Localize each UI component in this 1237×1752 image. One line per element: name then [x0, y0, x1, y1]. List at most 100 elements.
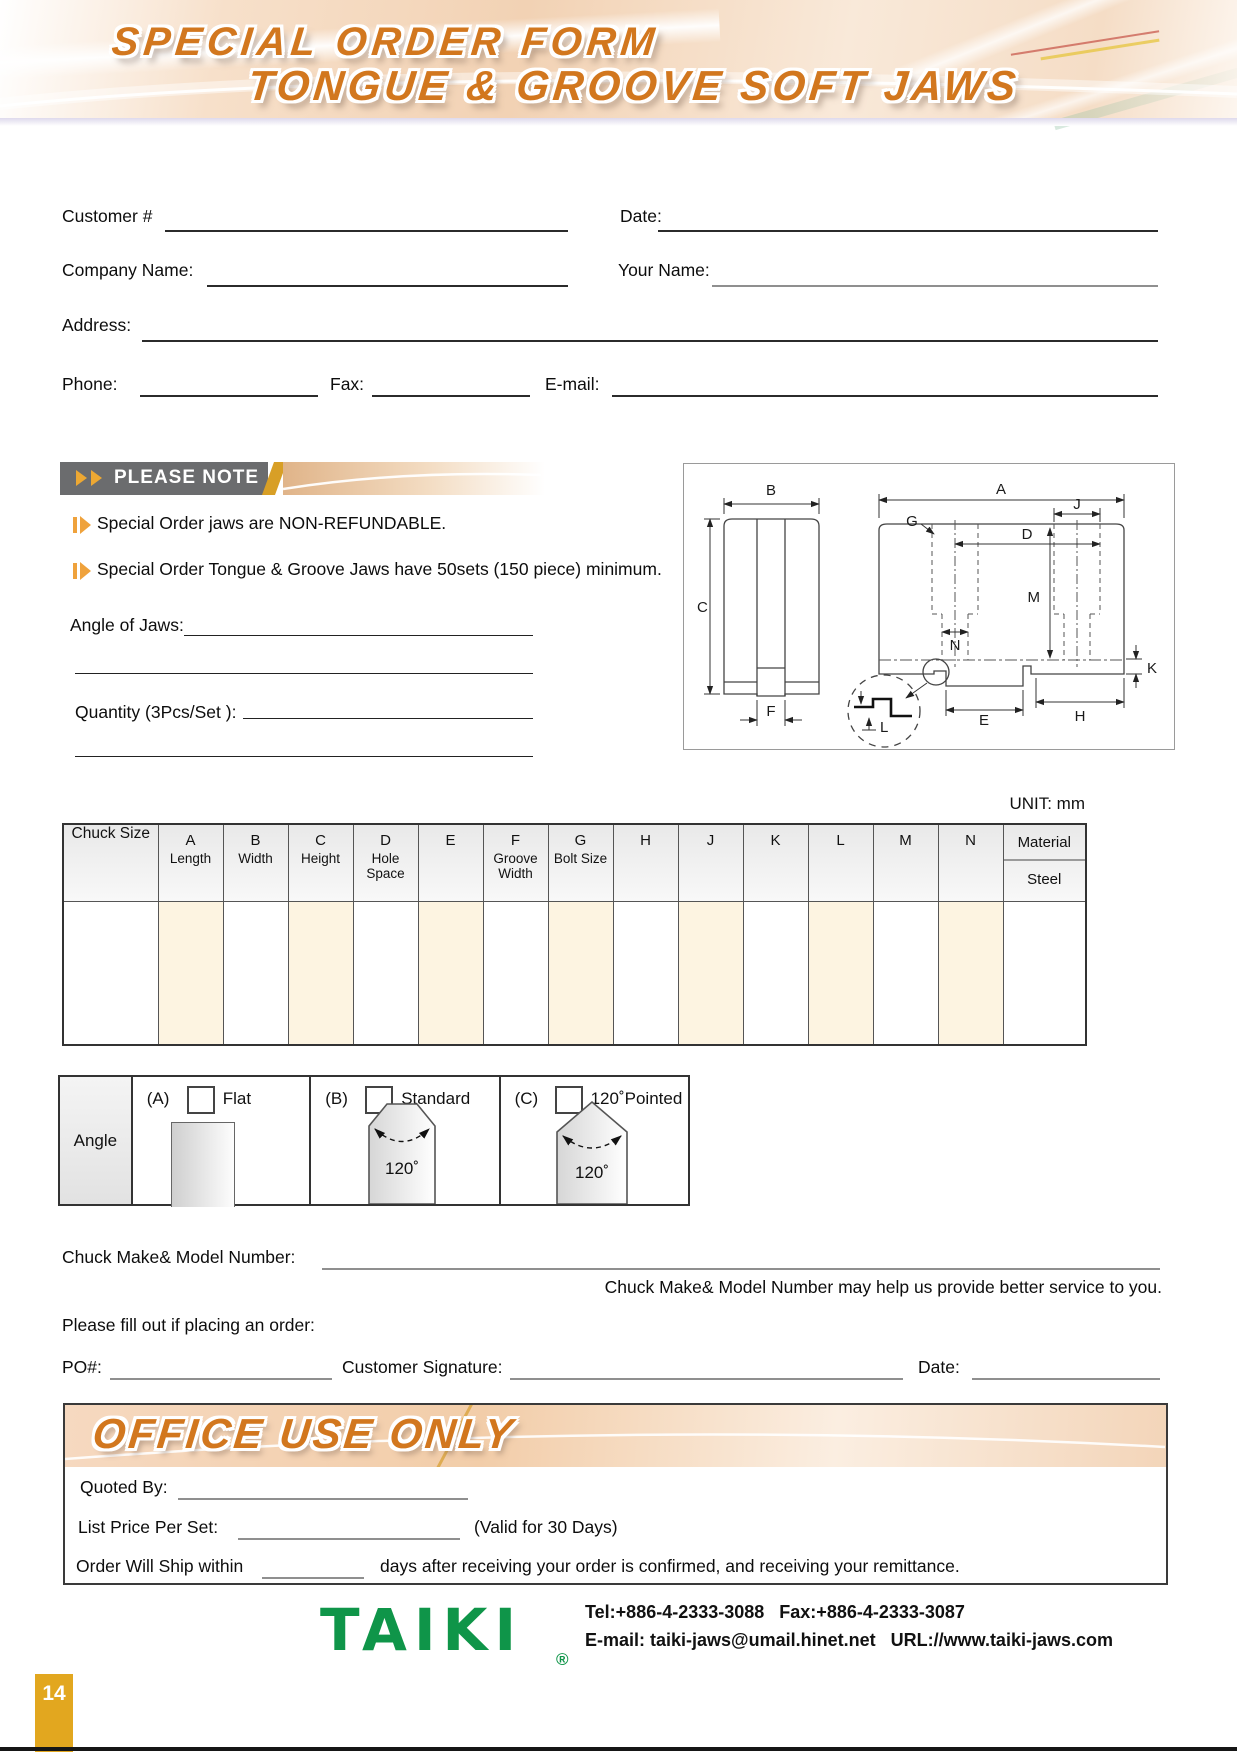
col-header-chuck-size: Chuck Size — [62, 823, 159, 902]
chuck-model-hint: Chuck Make& Model Number may help us pro… — [604, 1277, 1162, 1297]
option-b-key: (B) — [325, 1089, 348, 1108]
company-name-field[interactable] — [207, 285, 568, 287]
customer-signature-field[interactable] — [510, 1378, 903, 1380]
col-header-D: D Hole Space — [352, 823, 419, 902]
please-note-title: PLEASE NOTE — [114, 467, 260, 488]
cell-B[interactable] — [222, 901, 289, 1046]
flat-checkbox[interactable] — [186, 1086, 215, 1114]
quantity-field[interactable] — [243, 718, 533, 719]
cell-K[interactable] — [742, 901, 809, 1046]
double-chevron-icon — [91, 470, 102, 486]
cell-F[interactable] — [482, 901, 549, 1046]
phone-label: Phone: — [62, 374, 118, 394]
fax-field[interactable] — [372, 395, 530, 397]
dim-label-M: M — [1028, 589, 1041, 606]
address-field[interactable] — [142, 340, 1158, 342]
dim-label-J: J — [1073, 496, 1081, 513]
footer-tel-fax: Tel:+886-4-2333-3088 Fax:+886-4-2333-308… — [585, 1602, 965, 1622]
header-swoosh-curves — [0, 71, 1237, 110]
cell-material[interactable] — [1002, 901, 1087, 1046]
taiki-logo: TAIKI — [320, 1596, 524, 1664]
col-header-B: B Width — [222, 823, 289, 902]
date-field[interactable] — [658, 230, 1158, 232]
cell-chuck-size[interactable] — [62, 901, 159, 1046]
cell-A[interactable] — [157, 901, 224, 1046]
table-header-row: Chuck Size A Length B Width C Height D Hole … — [62, 823, 1087, 902]
dim-label-G: G — [906, 513, 918, 530]
your-name-field[interactable] — [712, 285, 1158, 287]
cell-M[interactable] — [872, 901, 939, 1046]
cell-J[interactable] — [677, 901, 744, 1046]
dim-label-E: E — [979, 712, 989, 729]
ship-within-prefix: Order Will Ship within — [76, 1556, 244, 1576]
quantity-field-2[interactable] — [75, 756, 533, 757]
email-field[interactable] — [612, 395, 1158, 397]
dim-label-H: H — [1075, 708, 1086, 725]
page-title-line2: TONGUE & GROOVE SOFT JAWS — [245, 62, 1022, 109]
pointed-jaw-shape: 120˚ — [555, 1100, 628, 1204]
header-divider — [0, 118, 1237, 126]
jaw-dimension-diagram: B C F A J D G M N K H E L — [683, 463, 1175, 750]
signature-date-label: Date: — [918, 1357, 960, 1377]
col-header-E: E — [417, 823, 484, 902]
quoted-by-label: Quoted By: — [80, 1477, 168, 1497]
address-label: Address: — [62, 315, 132, 335]
please-note-bar: PLEASE NOTE — [60, 462, 268, 495]
cell-C[interactable] — [287, 901, 354, 1046]
registered-trademark-icon: ® — [556, 1650, 569, 1669]
dim-label-N: N — [950, 637, 961, 654]
email-label: E-mail: — [545, 374, 600, 394]
col-header-L: L — [807, 823, 874, 902]
col-header-F: F Groove Width — [482, 823, 549, 902]
office-use-only-title: OFFICE USE ONLY — [90, 1410, 518, 1457]
standard-jaw-shape: 120˚ — [368, 1103, 437, 1204]
cell-L[interactable] — [807, 901, 874, 1046]
note-bullet-1: Special Order jaws are NON-REFUNDABLE. — [97, 513, 447, 533]
bullet-arrow-icon — [73, 562, 93, 580]
quoted-by-field[interactable] — [178, 1498, 468, 1500]
dim-label-F: F — [766, 703, 775, 720]
option-c-key: (C) — [514, 1089, 539, 1108]
note-bar-swoosh — [282, 462, 545, 495]
po-number-field[interactable] — [110, 1378, 332, 1380]
fax-label: Fax: — [330, 374, 365, 394]
dim-label-C: C — [697, 599, 708, 616]
bottom-rule — [0, 1747, 1237, 1751]
cell-E[interactable] — [417, 901, 484, 1046]
col-header-M: M — [872, 823, 939, 902]
col-header-J: J — [677, 823, 744, 902]
flat-label: Flat — [222, 1089, 252, 1108]
option-a-key: (A) — [146, 1089, 170, 1108]
angle-option-standard: (B) Standard 120˚ — [311, 1077, 501, 1204]
chuck-model-label: Chuck Make& Model Number: — [62, 1247, 296, 1267]
office-banner: OFFICE USE ONLY — [65, 1405, 1166, 1467]
dim-label-K: K — [1147, 660, 1157, 677]
pointed-checkbox[interactable] — [554, 1086, 583, 1114]
ship-days-field[interactable] — [262, 1577, 364, 1579]
chuck-model-field[interactable] — [322, 1268, 1160, 1270]
cell-N[interactable] — [937, 901, 1004, 1046]
angle-of-jaws-label: Angle of Jaws: — [70, 615, 184, 635]
angle-of-jaws-field-2[interactable] — [75, 673, 533, 674]
list-price-label: List Price Per Set: — [78, 1517, 219, 1537]
col-header-A: A Length — [157, 823, 224, 902]
cell-G[interactable] — [547, 901, 614, 1046]
date-label: Date: — [620, 206, 662, 226]
col-header-H: H — [612, 823, 679, 902]
customer-number-label: Customer # — [62, 206, 153, 226]
angle-of-jaws-field[interactable] — [184, 635, 533, 636]
cell-D[interactable] — [352, 901, 419, 1046]
pointed-label: 120˚Pointed — [590, 1089, 683, 1108]
list-price-field[interactable] — [238, 1538, 460, 1540]
phone-field[interactable] — [140, 395, 318, 397]
cell-H[interactable] — [612, 901, 679, 1046]
customer-number-field[interactable] — [165, 230, 568, 232]
order-note-label: Please fill out if placing an order: — [62, 1315, 315, 1335]
dim-label-A: A — [996, 481, 1006, 498]
col-header-material: Material Steel — [1002, 823, 1087, 902]
angle-option-pointed: (C) 120˚Pointed 120˚ — [501, 1077, 688, 1204]
signature-date-field[interactable] — [972, 1378, 1160, 1380]
page-number-badge: 14 — [35, 1674, 73, 1752]
pointed-angle-value: 120˚ — [575, 1163, 609, 1182]
